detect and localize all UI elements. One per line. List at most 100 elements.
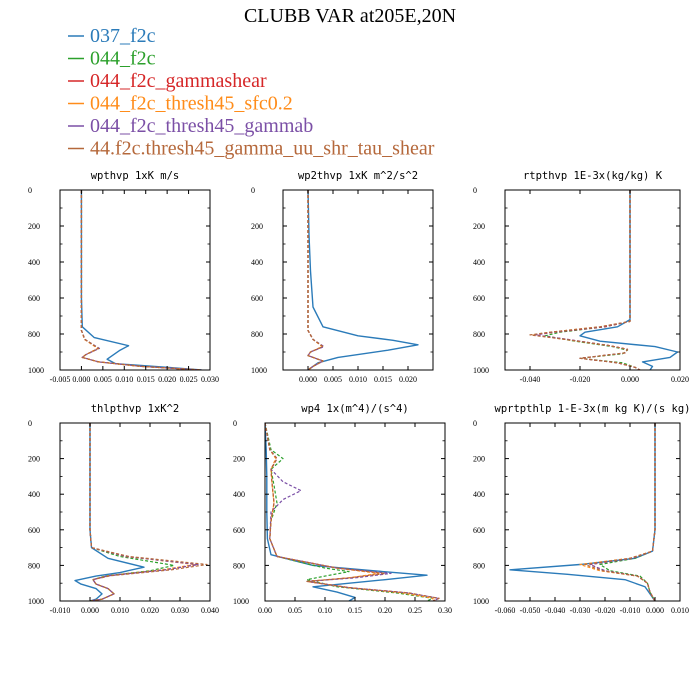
y-tick-label: 0	[473, 186, 477, 195]
y-tick-label: 0	[251, 186, 255, 195]
x-tick-label: 0.005	[324, 375, 342, 384]
x-tick-label: 0.010	[111, 606, 129, 615]
series-line	[265, 423, 428, 601]
y-tick-label: 200	[473, 222, 485, 231]
x-tick-label: 0.015	[137, 375, 155, 384]
panel-title: wprtpthlp 1-E-3x(m kg K)/(s kg)	[495, 403, 691, 415]
x-tick-label: 0.000	[72, 375, 90, 384]
chart-panel-4: thlpthvp 1xK^2 0 200 400 600 800 1000 -0.010 0.0…	[28, 403, 219, 615]
y-tick-label: 1000	[473, 597, 489, 606]
y-tick-label: 600	[473, 526, 485, 535]
x-tick-label: -0.050	[520, 606, 541, 615]
x-tick-label: -0.040	[520, 375, 541, 384]
x-tick-label: 0.020	[158, 375, 176, 384]
y-tick-label: 800	[251, 330, 263, 339]
x-tick-label: 0.010	[349, 375, 367, 384]
series-line	[307, 190, 419, 370]
legend-entry: 44.f2c.thresh45_gamma_uu_shr_tau_shear	[90, 138, 435, 160]
series-line	[80, 190, 202, 370]
x-tick-label: -0.020	[570, 375, 591, 384]
x-tick-label: 0.025	[180, 375, 198, 384]
y-tick-label: 200	[28, 222, 40, 231]
series-line	[89, 423, 175, 601]
x-tick-label: -0.010	[620, 606, 641, 615]
legend-entry: 037_f2c	[90, 25, 156, 47]
x-tick-label: 0.005	[94, 375, 112, 384]
chart-panel-2: wp2thvp 1xK m^2/s^2 0 200 400 600 800 1000 0.00…	[251, 170, 434, 384]
x-tick-label: 0.030	[171, 606, 189, 615]
series-line	[80, 190, 202, 370]
x-tick-label: -0.040	[545, 606, 566, 615]
x-tick-label: 0.000	[81, 606, 99, 615]
series-line	[74, 423, 145, 601]
y-tick-label: 600	[28, 294, 40, 303]
series-line	[307, 190, 324, 370]
y-tick-label: 600	[28, 526, 40, 535]
x-tick-label: 0.020	[671, 375, 689, 384]
y-tick-label: 800	[28, 561, 40, 570]
series-line	[529, 190, 641, 370]
y-tick-label: 200	[473, 455, 485, 464]
legend-entry: 044_f2c_thresh45_gammab	[90, 115, 313, 137]
panel-title: thlpthvp 1xK^2	[91, 403, 180, 415]
x-tick-label: 0.020	[399, 375, 417, 384]
x-tick-label: -0.020	[595, 606, 616, 615]
y-tick-label: 400	[473, 258, 485, 267]
x-tick-label: 0.20	[378, 606, 392, 615]
y-tick-label: 600	[233, 526, 245, 535]
series-line	[80, 190, 202, 370]
y-tick-label: 400	[28, 490, 40, 499]
x-tick-label: -0.030	[570, 606, 591, 615]
x-tick-label: 0.00	[258, 606, 272, 615]
x-tick-label: -0.060	[495, 606, 516, 615]
y-tick-label: 400	[251, 258, 263, 267]
y-tick-label: 200	[251, 222, 263, 231]
y-tick-label: 600	[251, 294, 263, 303]
y-tick-label: 0	[233, 419, 237, 428]
x-tick-label: -0.010	[50, 606, 71, 615]
y-tick-label: 1000	[251, 366, 267, 375]
y-tick-label: 1000	[473, 366, 489, 375]
chart-panel-3: rtpthvp 1E-3x(kg/kg) K 0 200 400 600 800 1000 -…	[473, 170, 689, 384]
series-line	[265, 423, 440, 601]
y-tick-label: 1000	[233, 597, 249, 606]
y-tick-label: 400	[473, 490, 485, 499]
x-tick-label: 0.030	[201, 375, 219, 384]
x-tick-label: 0.010	[671, 606, 689, 615]
x-tick-label: 0.040	[201, 606, 219, 615]
series-line	[509, 423, 656, 601]
y-tick-label: 0	[28, 419, 32, 428]
y-tick-label: 200	[28, 455, 40, 464]
plot-frame	[59, 189, 211, 371]
series-line	[307, 190, 324, 370]
series-line	[80, 190, 202, 370]
series-line	[307, 190, 324, 370]
legend-entry: 044_f2c_thresh45_sfc0.2	[90, 93, 293, 115]
x-tick-label: 0.010	[115, 375, 133, 384]
x-tick-label: 0.020	[141, 606, 159, 615]
plot-frame	[504, 422, 681, 602]
x-tick-label: 0.25	[408, 606, 422, 615]
y-tick-label: 0	[28, 186, 32, 195]
legend: 037_f2c044_f2c044_f2c_gammashear044_f2c_…	[68, 25, 435, 160]
panel-title: rtpthvp 1E-3x(kg/kg) K	[523, 170, 663, 182]
series-line	[89, 423, 208, 601]
y-tick-label: 0	[473, 419, 477, 428]
y-tick-label: 800	[473, 561, 485, 570]
y-tick-label: 600	[473, 294, 485, 303]
y-tick-label: 400	[28, 258, 40, 267]
panel-title: wpthvp 1xK m/s	[91, 170, 180, 182]
y-tick-label: 200	[233, 455, 245, 464]
y-tick-label: 800	[473, 330, 485, 339]
x-tick-label: 0.000	[621, 375, 639, 384]
figure-title: CLUBB VAR at205E,20N	[244, 5, 456, 27]
series-line	[599, 423, 656, 601]
x-tick-label: 0.15	[348, 606, 362, 615]
x-tick-label: 0.10	[318, 606, 332, 615]
y-tick-label: 1000	[28, 597, 44, 606]
series-line	[307, 190, 324, 370]
x-tick-label: -0.005	[50, 375, 71, 384]
